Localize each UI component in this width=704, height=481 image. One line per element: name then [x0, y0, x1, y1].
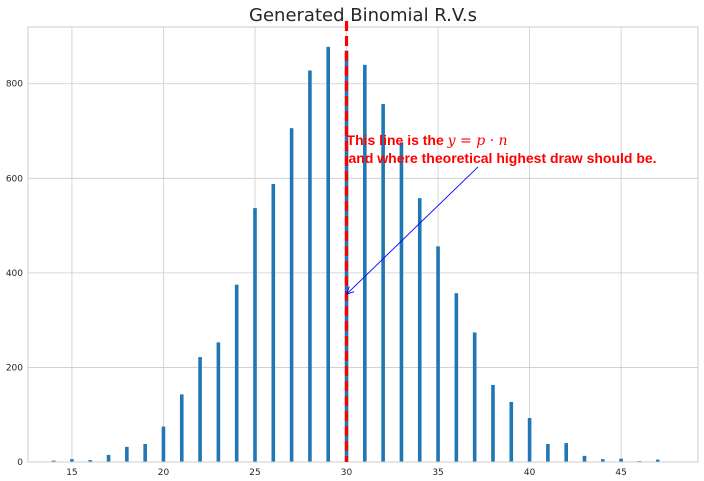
x-tick-label: 45 — [615, 468, 626, 478]
bar — [271, 183, 276, 462]
bar — [326, 46, 331, 462]
bar — [179, 394, 184, 462]
bar — [106, 454, 111, 462]
bar — [564, 443, 568, 462]
grid — [28, 27, 698, 463]
y-tick-label: 0 — [17, 458, 23, 468]
bar — [198, 357, 202, 462]
bar — [582, 455, 587, 462]
bar — [216, 342, 221, 462]
bar — [601, 459, 605, 462]
bars — [51, 46, 660, 463]
bar — [308, 70, 312, 462]
bar — [143, 444, 147, 462]
bar — [125, 446, 129, 462]
bar — [546, 444, 550, 462]
x-tick-label: 40 — [524, 468, 536, 478]
bar — [417, 198, 422, 463]
x-tick-label: 25 — [249, 468, 260, 478]
y-tick-label: 800 — [6, 80, 23, 90]
bar — [399, 142, 404, 462]
x-tick-label: 35 — [432, 468, 443, 478]
annotation-prefix: This line is the — [347, 132, 448, 148]
bar — [70, 459, 74, 462]
annotation-line-2: and where theoretical highest draw shoul… — [349, 150, 657, 166]
chart-title: Generated Binomial R.V.s — [249, 5, 477, 26]
bar — [619, 458, 623, 462]
x-tick-label: 30 — [341, 468, 353, 478]
bar — [655, 459, 660, 462]
x-tick-label: 15 — [66, 468, 77, 478]
bar — [527, 418, 532, 462]
plot-frame — [27, 26, 699, 463]
y-tick-label: 600 — [6, 174, 23, 184]
bar — [161, 426, 166, 462]
bar — [344, 50, 349, 463]
x-tick-label: 20 — [158, 468, 170, 478]
bar — [472, 332, 477, 462]
bar — [234, 284, 239, 462]
bar — [454, 293, 459, 462]
bar — [363, 64, 367, 463]
annotation-math: y = p · n — [447, 133, 508, 149]
annotation-arrow — [346, 166, 479, 295]
y-axis-ticks: 0 200 400 600 800 — [6, 80, 23, 468]
x-axis-ticks: 15 20 25 30 35 40 45 — [66, 468, 627, 478]
bar — [436, 246, 440, 462]
bar — [253, 208, 257, 462]
bar — [491, 384, 495, 462]
y-tick-label: 200 — [6, 363, 23, 373]
bar — [88, 460, 93, 462]
annotation-arrowhead — [345, 286, 355, 295]
annotation-line-1: This line is the y = p · n — [347, 132, 508, 149]
bar — [381, 104, 385, 463]
bar — [51, 460, 56, 462]
y-tick-label: 400 — [6, 269, 23, 279]
bar — [289, 128, 294, 462]
annotation: This line is the y = p · n and where the… — [345, 132, 657, 295]
bar — [509, 401, 514, 462]
